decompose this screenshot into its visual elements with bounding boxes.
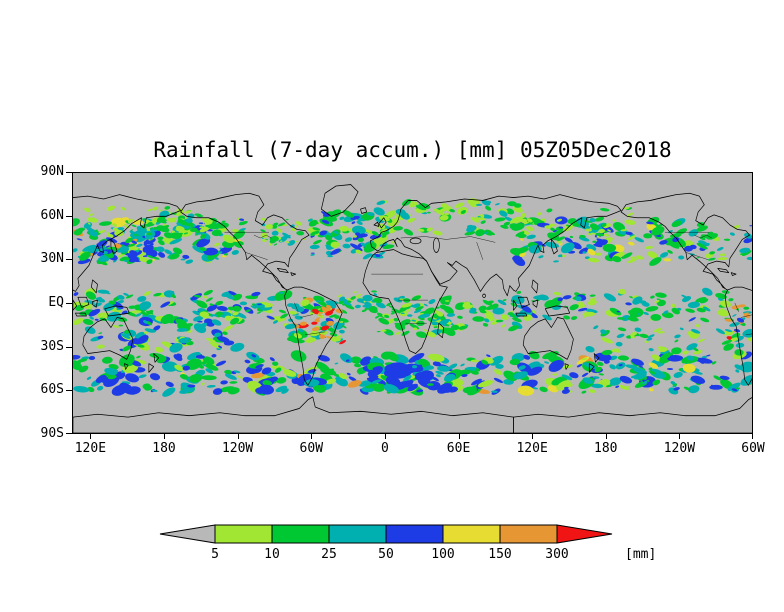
colorbar-level-label: 10 — [264, 547, 280, 562]
lat-tick-label: 30S — [40, 338, 64, 354]
lat-tick-label: 90N — [40, 164, 64, 179]
lon-tick-label: 0 — [380, 441, 389, 456]
lon-tick-mark — [237, 434, 239, 439]
colorbar-segment — [442, 524, 501, 544]
lon-tick-label: 60E — [446, 441, 471, 456]
lon-tick-mark — [164, 434, 165, 439]
lat-tick-mark — [66, 346, 72, 348]
lat-tick-mark — [66, 390, 72, 392]
colorbar-unit-label: [mm] — [625, 547, 657, 562]
colorbar-segment — [385, 524, 444, 544]
lat-tick-mark — [66, 259, 72, 261]
lat-tick-label: 60N — [40, 207, 64, 223]
colorbar: 5 10 25 50 100 150 300 [mm] — [155, 524, 715, 570]
colorbar-level-label: 50 — [378, 547, 394, 562]
lon-tick-label: 180 — [152, 441, 176, 456]
lon-tick-mark — [605, 434, 607, 439]
world-rainfall-map — [73, 173, 752, 433]
lon-tick-mark — [752, 434, 753, 439]
colorbar-segment — [214, 524, 273, 544]
colorbar-segment — [499, 524, 558, 544]
map-area — [72, 172, 753, 434]
lat-tick-label: 60S — [40, 382, 64, 398]
lon-tick-mark — [679, 434, 681, 439]
lon-tick-label: 120E — [516, 441, 548, 456]
lon-tick-label: 60W — [741, 441, 765, 456]
colorbar-segment — [271, 524, 330, 544]
lat-tick-mark — [66, 172, 72, 173]
colorbar-level-label: 5 — [211, 547, 219, 562]
colorbar-level-label: 25 — [321, 547, 337, 562]
colorbar-arrow-low — [159, 524, 216, 544]
lon-tick-label: 120W — [221, 441, 254, 456]
lat-tick-mark — [66, 215, 72, 217]
lat-tick-label: 90S — [40, 426, 64, 441]
lon-tick-label: 180 — [594, 441, 618, 456]
lon-tick-label: 60W — [299, 441, 324, 456]
plot-title: Rainfall (7-day accum.) [mm] 05Z05Dec201… — [153, 138, 672, 162]
colorbar-level-label: 150 — [488, 547, 512, 562]
colorbar-level-label: 300 — [545, 547, 569, 562]
lon-tick-mark — [311, 434, 313, 439]
lat-tick-mark — [66, 433, 72, 434]
rainfall-layer — [73, 198, 752, 397]
lon-tick-label: 120E — [74, 441, 107, 456]
colorbar-level-label: 100 — [431, 547, 455, 562]
lat-tick-mark — [66, 303, 72, 304]
lon-tick-mark — [90, 434, 92, 439]
lat-tick-label: EQ — [48, 295, 64, 310]
lon-tick-mark — [532, 434, 534, 439]
colorbar-segment — [328, 524, 387, 544]
lon-tick-label: 120W — [663, 441, 696, 456]
lon-tick-mark — [458, 434, 460, 439]
colorbar-scale — [159, 524, 613, 544]
colorbar-arrow-high — [556, 524, 613, 544]
lon-tick-mark — [384, 434, 386, 439]
lat-tick-label: 30N — [40, 251, 64, 267]
